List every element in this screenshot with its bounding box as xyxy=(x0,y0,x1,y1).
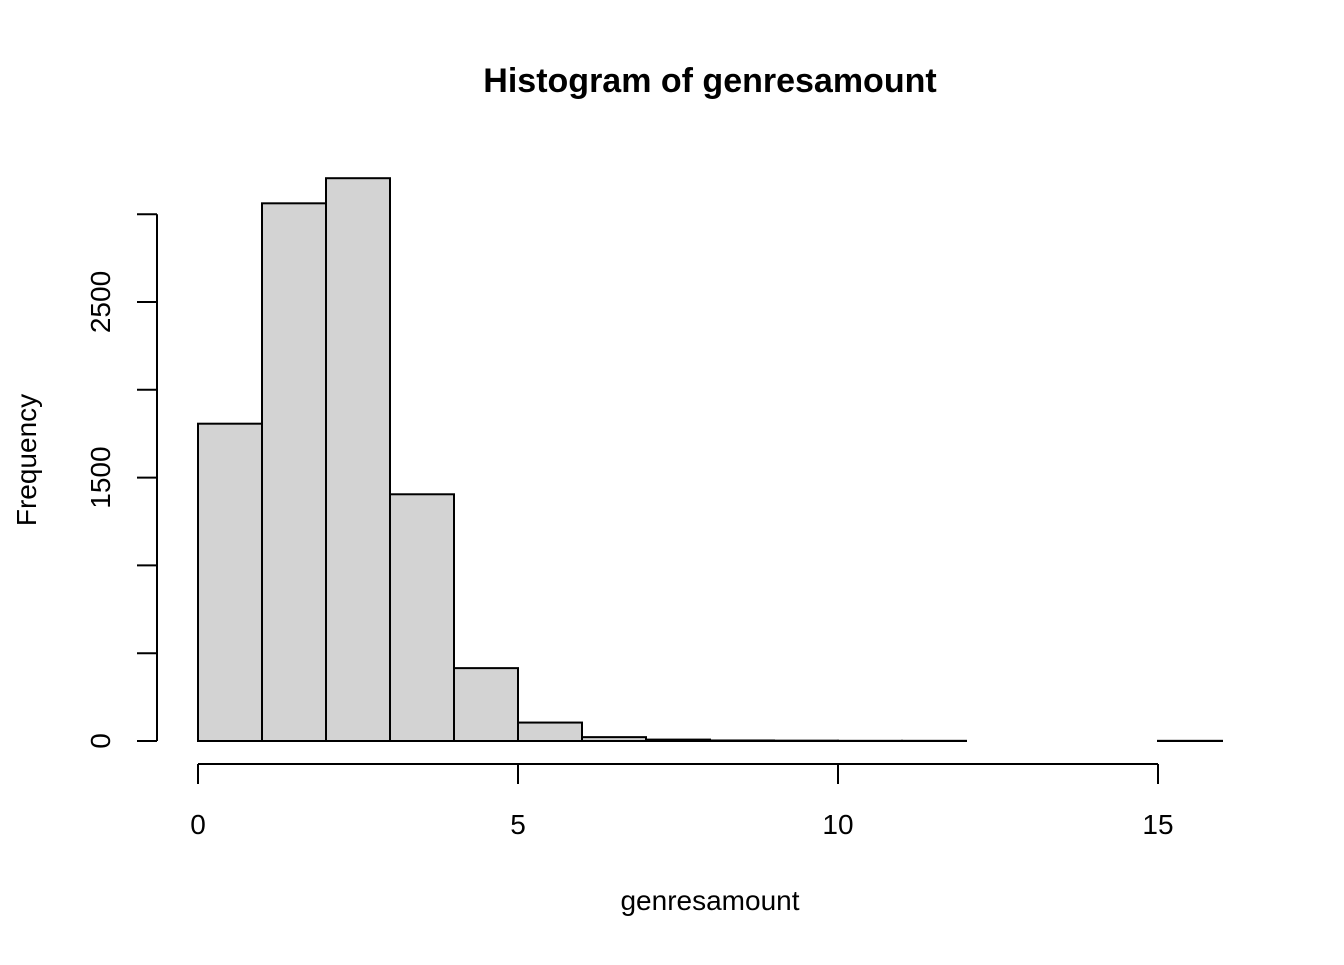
histogram-bar-3 xyxy=(390,494,454,741)
histogram-bar-2 xyxy=(326,178,390,741)
chart-title: Histogram of genresamount xyxy=(483,62,936,100)
x-tick-label-1: 5 xyxy=(510,809,526,840)
y-tick-label-3: 1500 xyxy=(85,446,116,508)
y-tick-label-0: 0 xyxy=(85,733,116,749)
x-axis: 0 5 10 15 xyxy=(190,764,1173,840)
histogram-bar-1 xyxy=(262,203,326,741)
histogram-bar-5 xyxy=(518,723,582,741)
histogram-bar-7 xyxy=(646,740,710,741)
histogram-bar-0 xyxy=(198,424,262,741)
histogram-bar-4 xyxy=(454,668,518,741)
histogram-bar-8 xyxy=(710,740,774,741)
y-axis-label: Frequency xyxy=(11,394,42,526)
y-tick-label-5: 2500 xyxy=(85,271,116,333)
bars-group xyxy=(198,178,1222,741)
x-tick-label-0: 0 xyxy=(190,809,206,840)
x-tick-label-3: 15 xyxy=(1142,809,1173,840)
y-axis: 0 1500 2500 xyxy=(85,214,157,749)
x-axis-label: genresamount xyxy=(620,885,799,916)
histogram-bar-6 xyxy=(582,737,646,741)
x-tick-label-2: 10 xyxy=(822,809,853,840)
